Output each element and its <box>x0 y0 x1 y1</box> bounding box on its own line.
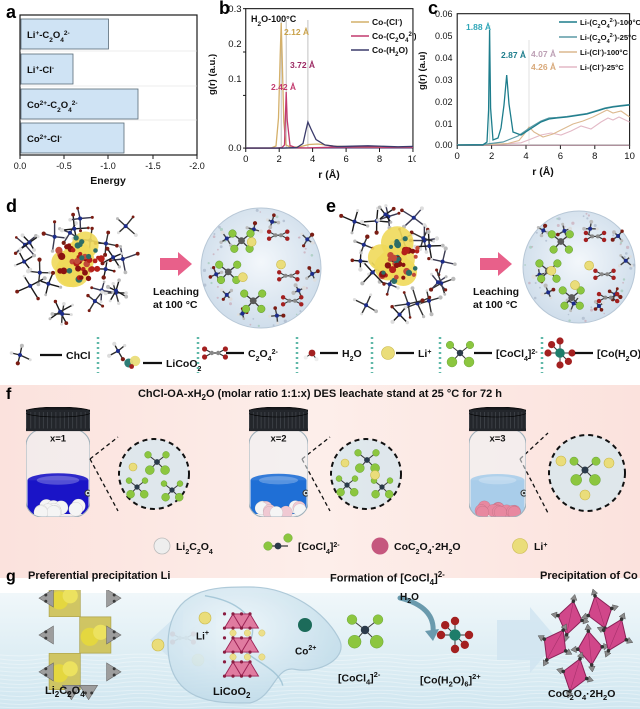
svg-text:0.1: 0.1 <box>228 74 241 85</box>
svg-text:4: 4 <box>523 151 528 162</box>
svg-text:1.88 Å: 1.88 Å <box>466 22 491 32</box>
svg-text:6: 6 <box>558 151 563 162</box>
svg-text:10: 10 <box>624 151 635 162</box>
svg-text:4: 4 <box>310 154 315 165</box>
svg-text:[CoCl4]2-: [CoCl4]2- <box>298 541 340 556</box>
svg-text:0: 0 <box>455 151 460 162</box>
svg-text:x=2: x=2 <box>270 434 286 445</box>
svg-text:-1.0: -1.0 <box>100 161 116 171</box>
svg-text:2.12 Å: 2.12 Å <box>284 27 309 37</box>
svg-text:Li2C2O4: Li2C2O4 <box>176 541 213 556</box>
svg-text:0.06: 0.06 <box>435 9 453 19</box>
svg-text:2: 2 <box>277 154 282 165</box>
svg-text:Li+-Cl-: Li+-Cl- <box>27 65 54 77</box>
svg-text:4.07 Å: 4.07 Å <box>531 49 556 59</box>
svg-text:Energy: Energy <box>90 175 126 187</box>
svg-text:Li-(Cl-)-100°C: Li-(Cl-)-100°C <box>580 48 629 57</box>
svg-text:2.42 Å: 2.42 Å <box>271 82 296 92</box>
svg-text:-1.5: -1.5 <box>145 161 161 171</box>
svg-text:C2O42-: C2O42- <box>248 348 278 363</box>
svg-text:g(r) (a.u): g(r) (a.u) <box>417 51 428 90</box>
svg-text:2.87 Å: 2.87 Å <box>501 50 526 60</box>
svg-text:Li+: Li+ <box>418 348 431 360</box>
svg-text:x=1: x=1 <box>50 434 67 445</box>
svg-text:3.72 Å: 3.72 Å <box>290 60 315 70</box>
svg-text:CoC2O4·2H2O: CoC2O4·2H2O <box>394 541 461 556</box>
svg-text:0: 0 <box>243 154 248 165</box>
svg-text:4.26 Å: 4.26 Å <box>531 62 556 72</box>
svg-text:0.04: 0.04 <box>435 53 453 63</box>
svg-text:[Co(H2O)6]2+: [Co(H2O)6]2+ <box>597 348 640 363</box>
svg-text:0.02: 0.02 <box>435 97 453 107</box>
svg-text:r (Å): r (Å) <box>532 165 554 178</box>
svg-text:8: 8 <box>592 151 597 162</box>
svg-text:0.01: 0.01 <box>435 119 453 129</box>
svg-text:0.00: 0.00 <box>435 140 453 150</box>
svg-text:g(r) (a.u.): g(r) (a.u.) <box>207 54 218 95</box>
svg-text:Li-(Cl-)-25°C: Li-(Cl-)-25°C <box>580 63 624 72</box>
svg-text:LiCoO2: LiCoO2 <box>166 358 202 373</box>
svg-text:ChCl: ChCl <box>66 350 91 362</box>
svg-text:0.3: 0.3 <box>228 4 241 15</box>
svg-text:0.0: 0.0 <box>14 161 27 171</box>
svg-text:0.0: 0.0 <box>228 143 241 154</box>
svg-text:8: 8 <box>377 154 382 165</box>
svg-text:[CoCl4]2-: [CoCl4]2- <box>496 348 538 363</box>
svg-text:-0.5: -0.5 <box>56 161 72 171</box>
svg-text:Li+: Li+ <box>534 541 547 553</box>
svg-text:H2O: H2O <box>342 348 362 363</box>
svg-text:6: 6 <box>343 154 348 165</box>
svg-text:0.2: 0.2 <box>228 39 241 50</box>
svg-text:0.05: 0.05 <box>435 31 453 41</box>
svg-text:0.03: 0.03 <box>435 75 453 85</box>
svg-text:r (Å): r (Å) <box>318 168 340 181</box>
svg-text:2: 2 <box>489 151 494 162</box>
svg-text:x=3: x=3 <box>489 434 505 445</box>
